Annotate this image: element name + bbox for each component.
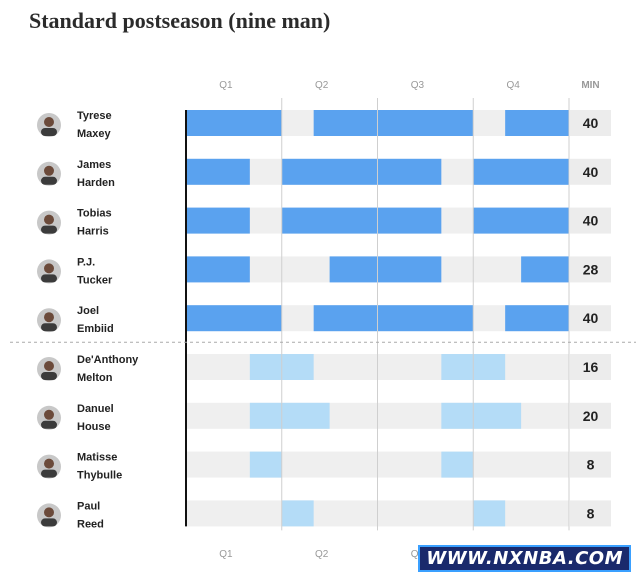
avatar-head <box>44 458 54 469</box>
avatar-body <box>41 469 57 478</box>
minutes-box <box>570 158 611 185</box>
player-first-name: Joel <box>77 305 99 317</box>
player-first-name: Tobias <box>77 208 112 220</box>
player-last-name: Thybulle <box>77 470 122 482</box>
stint-bar <box>186 305 282 332</box>
stint-bar <box>249 451 282 478</box>
minutes-box <box>570 402 611 429</box>
quarter-label-top: Q4 <box>506 80 520 91</box>
minutes-box <box>570 305 611 332</box>
minutes-box <box>570 110 611 136</box>
minutes-box <box>570 451 611 478</box>
minutes-box <box>570 500 611 527</box>
stint-bar <box>186 110 282 136</box>
chart-title: Standard postseason (nine man) <box>29 8 331 33</box>
quarter-label-top: Q2 <box>315 80 329 91</box>
player-last-name: Reed <box>77 518 104 530</box>
player-first-name: Tyrese <box>77 110 112 122</box>
avatar-body <box>41 225 57 234</box>
player-last-name: Harden <box>77 177 115 189</box>
avatar-body <box>41 372 57 380</box>
stint-bar <box>313 305 474 332</box>
quarter-label-top: Q3 <box>411 80 425 91</box>
minutes-value: 8 <box>587 505 595 521</box>
quarter-label-bottom: Q1 <box>219 549 233 560</box>
avatar-body <box>41 274 57 283</box>
avatar-head <box>44 165 54 176</box>
watermark-logo: WWW.NXNBA.COM <box>418 545 631 572</box>
minutes-box <box>570 354 611 380</box>
stint-bar <box>521 256 569 283</box>
avatar-head <box>44 263 54 274</box>
minutes-value: 40 <box>583 115 599 131</box>
player-first-name: Danuel <box>77 403 114 415</box>
player-first-name: P.J. <box>77 256 95 268</box>
stint-bar <box>249 402 330 429</box>
minutes-box <box>570 207 611 234</box>
avatar-head <box>44 214 54 225</box>
minutes-box <box>570 256 611 283</box>
minutes-value: 28 <box>583 261 599 277</box>
quarter-label-top: Q1 <box>219 80 233 91</box>
player-last-name: Tucker <box>77 274 113 286</box>
stint-bar <box>281 158 442 185</box>
minutes-header: MIN <box>581 80 599 91</box>
player-first-name: De'Anthony <box>77 354 139 366</box>
avatar-body <box>41 518 57 527</box>
player-last-name: Embiid <box>77 323 114 335</box>
avatar-head <box>44 312 54 323</box>
stint-bar <box>441 451 474 478</box>
stint-bar <box>505 305 569 332</box>
minutes-value: 16 <box>583 359 599 375</box>
avatar-head <box>44 361 54 371</box>
avatar-head <box>44 409 54 420</box>
player-first-name: Paul <box>77 500 100 512</box>
avatar-body <box>41 176 57 185</box>
stint-bar <box>313 110 474 136</box>
stint-bar <box>186 158 250 185</box>
stint-bar <box>186 207 250 234</box>
stint-bar <box>281 500 314 527</box>
quarter-label-bottom: Q3 <box>411 549 425 560</box>
stint-bar <box>281 207 442 234</box>
minutes-value: 40 <box>583 310 599 326</box>
stint-bar <box>473 500 506 527</box>
player-last-name: Maxey <box>77 128 112 140</box>
player-first-name: Matisse <box>77 452 117 464</box>
stint-bar <box>473 158 569 185</box>
stint-bar <box>186 256 250 283</box>
stint-bar <box>473 207 569 234</box>
avatar-body <box>41 128 57 136</box>
avatar-body <box>41 420 57 429</box>
stint-bar <box>441 402 522 429</box>
avatar-body <box>41 323 57 332</box>
player-last-name: House <box>77 421 111 433</box>
avatar-head <box>44 507 54 518</box>
stint-bar <box>505 110 569 136</box>
minutes-value: 40 <box>583 213 599 229</box>
avatar-head <box>44 117 54 127</box>
player-last-name: Harris <box>77 226 109 238</box>
quarter-label-bottom: Q2 <box>315 549 329 560</box>
minutes-value: 8 <box>587 457 595 473</box>
stint-bar <box>329 256 442 283</box>
player-first-name: James <box>77 159 111 171</box>
minutes-value: 40 <box>583 164 599 180</box>
player-last-name: Melton <box>77 372 113 384</box>
minutes-value: 20 <box>583 408 599 424</box>
